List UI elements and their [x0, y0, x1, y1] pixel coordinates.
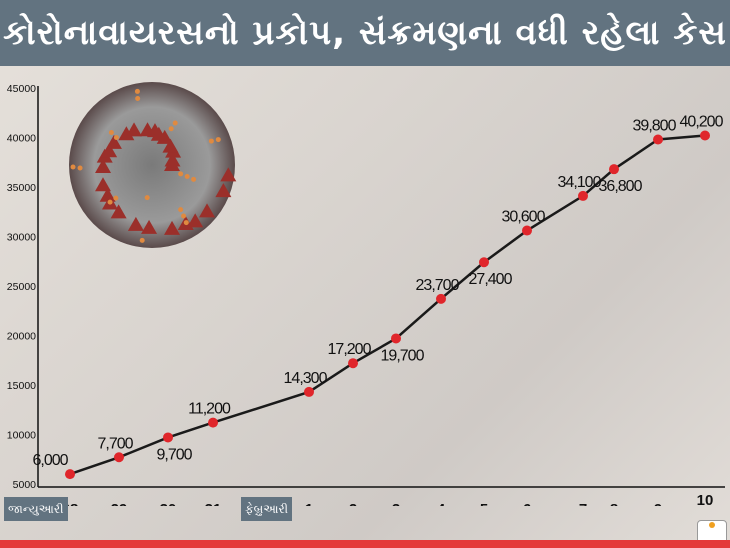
virus-spike	[101, 143, 118, 158]
virus-spike	[139, 122, 156, 137]
data-point	[479, 257, 489, 268]
data-point	[65, 469, 75, 480]
y-tick-label: 10000	[7, 430, 36, 442]
x-tick-label: 9	[654, 501, 662, 506]
virus-protein	[135, 96, 141, 102]
x-tick-label: 30	[160, 501, 177, 506]
virus-spike	[164, 152, 181, 167]
x-tick-label: 4	[437, 501, 446, 506]
y-tick-label: 20000	[7, 331, 36, 343]
virus-spike	[199, 203, 216, 218]
virus-protein	[215, 137, 221, 143]
data-point	[653, 134, 663, 145]
virus-protein	[184, 174, 190, 180]
chart-title: કોરોનાવાયરસનો પ્રકોપ, સંક્રમણના વધી રહેલ…	[0, 0, 730, 66]
virus-protein	[70, 164, 76, 170]
data-point	[114, 452, 124, 463]
x-tick-label: 31	[205, 501, 222, 506]
virus-image	[69, 82, 237, 248]
virus-protein	[139, 237, 145, 243]
line-chart: 5000 10000 15000 20000 25000 30000 35000 40000 4…	[7, 82, 725, 506]
data-label: 23,700	[416, 277, 460, 294]
virus-spike	[150, 126, 167, 141]
virus-protein	[191, 176, 197, 182]
virus-protein	[144, 195, 150, 201]
data-label: 11,200	[188, 401, 231, 418]
data-point	[609, 164, 619, 175]
data-label: 7,700	[97, 435, 133, 452]
virus-spike	[220, 167, 237, 182]
virus-protein	[183, 220, 189, 226]
virus-protein	[181, 213, 187, 219]
data-point	[163, 432, 173, 443]
data-label: 36,800	[599, 178, 643, 195]
virus-protein	[208, 138, 214, 144]
virus-spike	[95, 177, 112, 192]
y-tick-label: 45000	[7, 83, 36, 95]
virus-spike	[118, 126, 135, 141]
virus-spike	[162, 138, 179, 153]
x-tick-label: 5	[480, 501, 488, 506]
data-label: 34,100	[558, 174, 602, 191]
virus-protein	[108, 129, 114, 135]
data-point	[348, 358, 358, 369]
x-tick-label: 6	[523, 501, 531, 506]
data-label: 27,400	[469, 271, 513, 288]
virus-protein	[77, 165, 83, 171]
series-line	[69, 134, 706, 476]
month-label-january: જાન્યુઆરી	[4, 497, 68, 521]
data-label: 30,600	[502, 209, 546, 226]
y-tick-label: 35000	[7, 182, 36, 194]
data-label: 39,800	[633, 117, 677, 134]
virus-protein	[178, 171, 184, 177]
virus-spike	[164, 220, 181, 235]
virus-protein	[178, 207, 184, 213]
month-label-february: ફેબ્રુઆરી	[241, 497, 293, 521]
data-point	[522, 225, 532, 236]
data-point	[304, 386, 314, 397]
data-label: 19,700	[381, 347, 425, 364]
x-tick-label: 8	[610, 501, 618, 506]
data-point	[208, 417, 218, 428]
data-label: 40,200	[680, 114, 724, 131]
virus-body	[69, 82, 235, 248]
virus-protein	[168, 126, 174, 132]
y-tick-label: 15000	[7, 380, 36, 392]
x-tick-label: 2	[349, 501, 357, 506]
bottom-bar	[0, 540, 730, 548]
virus-spike	[187, 213, 204, 228]
data-label: 6,000	[32, 452, 68, 469]
data-label: 9,700	[156, 446, 192, 463]
x-tick-label: 3	[392, 501, 400, 506]
virus-spike	[215, 183, 232, 198]
data-label: 14,300	[284, 370, 328, 387]
y-tick-label: 40000	[7, 133, 36, 145]
data-point	[391, 333, 401, 344]
virus-spike	[141, 219, 158, 234]
virus-protein	[113, 195, 119, 201]
data-point	[436, 293, 446, 304]
x-tick-label: 7	[579, 501, 587, 506]
virus-protein	[107, 199, 113, 205]
y-tick-label: 5000	[13, 479, 37, 491]
virus-protein	[134, 88, 140, 94]
y-tick-label: 30000	[7, 232, 36, 244]
virus-protein	[172, 120, 178, 126]
y-tick-label: 25000	[7, 281, 36, 293]
virus-spike	[95, 158, 112, 173]
virus-spike	[127, 216, 144, 231]
data-point	[700, 130, 710, 141]
data-label: 17,200	[328, 341, 372, 358]
virus-spike	[99, 187, 116, 202]
virus-protein	[113, 134, 119, 140]
data-point	[578, 190, 588, 201]
x-tick-label: 10	[697, 492, 714, 506]
x-tick-label: 29	[111, 501, 128, 506]
x-tick-label: 28	[62, 501, 79, 506]
virus-spike	[110, 204, 127, 219]
x-tick-label: 1	[305, 501, 313, 506]
